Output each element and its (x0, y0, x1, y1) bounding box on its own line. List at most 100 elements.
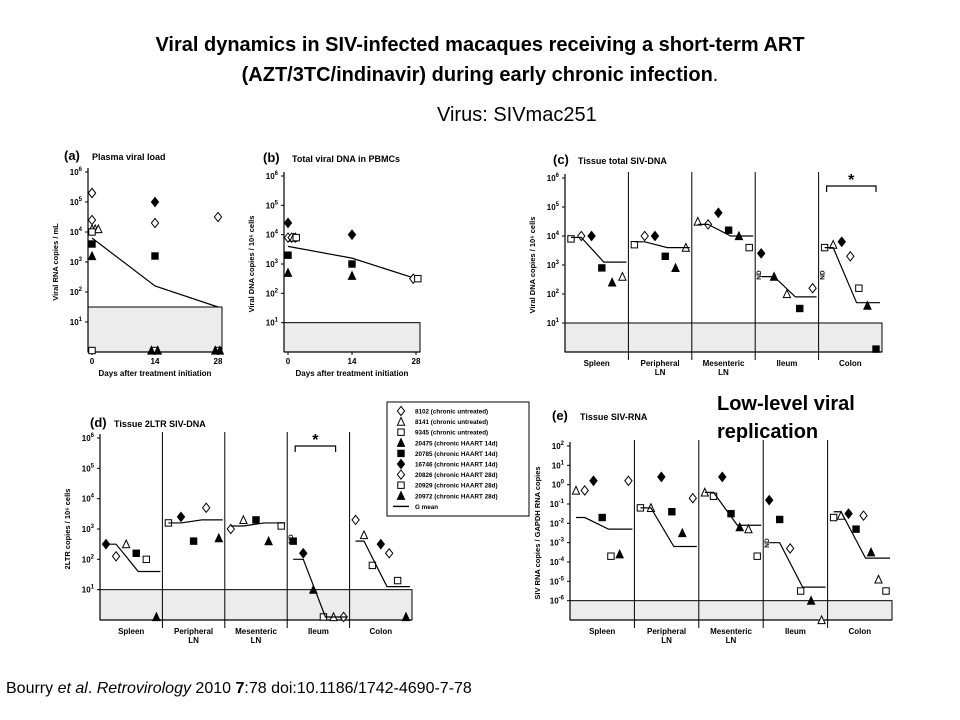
data-point (87, 214, 97, 226)
data-point (657, 471, 666, 483)
y-axis-label: Viral RNA copies / mL (51, 223, 60, 301)
gmean-line (168, 519, 223, 524)
y-tick-label: 106 (547, 173, 560, 183)
legend-entry: 20785 (chronic HAART 14d) (415, 451, 498, 458)
data-point (226, 523, 236, 535)
category-label: Peripheral (647, 627, 686, 636)
significance-star: * (312, 432, 319, 449)
lod-shaded-band (283, 322, 421, 353)
gmean-line (293, 558, 348, 618)
citation-sep: . (87, 680, 97, 697)
data-point (142, 555, 151, 564)
gmean-line (824, 247, 880, 304)
panel-title: Plasma viral load (92, 152, 166, 162)
data-point (589, 475, 598, 487)
data-point (829, 513, 838, 522)
data-point (414, 274, 422, 283)
nd-label: ND (764, 538, 771, 548)
legend-swatch (397, 481, 405, 489)
legend-entry: 9345 (chronic untreated) (415, 430, 488, 437)
citation-authors: Bourry (6, 680, 58, 697)
title-line-2-text: (AZT/3TC/indinavir) during early chronic… (241, 64, 713, 86)
data-point (580, 485, 589, 496)
data-point (567, 235, 575, 243)
category-label: LN (661, 636, 672, 645)
data-point (808, 282, 817, 294)
data-point (292, 233, 300, 242)
y-tick-label: 105 (266, 200, 279, 210)
data-point (693, 216, 703, 226)
data-point (855, 284, 863, 292)
gmean-line (761, 276, 817, 298)
citation-year: 2010 (190, 680, 236, 697)
gmean-line (355, 540, 410, 588)
gmean-line (769, 542, 826, 588)
legend-entry: G mean (415, 504, 438, 511)
data-point (151, 252, 159, 260)
data-point (277, 522, 285, 530)
x-axis-label: Days after treatment initiation (99, 369, 212, 378)
data-point (150, 217, 160, 229)
category-label: Mesenteric (703, 359, 745, 368)
panel-title: Tissue SIV-RNA (580, 412, 648, 422)
y-tick-label: 103 (70, 257, 83, 267)
data-point (671, 262, 680, 272)
data-point (121, 538, 131, 549)
category-label: Colon (848, 627, 871, 636)
data-point (88, 346, 96, 355)
x-tick-label: 28 (214, 357, 223, 366)
data-point (615, 548, 625, 559)
gmean-line (571, 236, 627, 263)
data-point (882, 587, 890, 595)
data-point (764, 494, 774, 506)
x-tick-label: 14 (348, 357, 357, 366)
category-label: Colon (839, 359, 862, 368)
note-line-2: replication (717, 421, 819, 443)
y-tick-label: 104 (70, 227, 83, 237)
data-point (688, 492, 698, 504)
y-tick-label: 102 (547, 289, 560, 299)
y-axis-label: Viral DNA copies / 10⁶ cells (247, 216, 256, 313)
data-point (782, 288, 792, 299)
title-period: . (712, 64, 719, 86)
data-point (785, 543, 795, 554)
y-axis-label: Viral DNA copies / 10⁶ cells (528, 217, 537, 314)
significance-bracket (825, 185, 877, 192)
citation-pages: :78 (244, 680, 272, 697)
data-point (283, 217, 293, 229)
category-label: Peripheral (174, 627, 213, 636)
data-point (724, 226, 733, 234)
y-tick-label: 102 (266, 288, 279, 298)
legend-swatch (396, 416, 406, 426)
category-label: LN (655, 368, 666, 377)
data-point (668, 508, 676, 516)
legend-entry: 20826 (chronic HAART 28d) (415, 472, 498, 479)
data-point (239, 514, 248, 524)
y-tick-label: 103 (266, 259, 279, 269)
y-tick-label: 101 (266, 318, 279, 328)
data-point (745, 243, 753, 252)
data-point (806, 595, 816, 605)
legend-swatch (396, 437, 406, 447)
data-point (624, 475, 633, 487)
legend-swatch (396, 490, 406, 500)
y-tick-label: 100 (552, 480, 565, 490)
data-point (587, 230, 596, 242)
data-point (796, 304, 804, 313)
data-point (359, 529, 369, 540)
low-level-replication-note: Low-level viral replication (717, 390, 855, 446)
gmean-line (287, 245, 417, 280)
gmean-line (230, 522, 286, 527)
gmean-line (576, 516, 633, 530)
data-point (213, 211, 223, 223)
data-point (87, 250, 97, 261)
y-tick-label: 106 (82, 433, 95, 443)
data-point (351, 514, 360, 526)
panel-(e): (e) Tissue SIV-RNA 10-6 10-5 10-4 10-3 10-2 10-… (533, 408, 893, 645)
data-point (252, 516, 260, 524)
category-label: Spleen (118, 627, 144, 636)
legend-swatch (397, 428, 405, 436)
virus-label: Virus: SIVmac251 (437, 104, 597, 126)
citation-volume: 7 (235, 680, 245, 697)
legend-swatch (397, 449, 405, 458)
